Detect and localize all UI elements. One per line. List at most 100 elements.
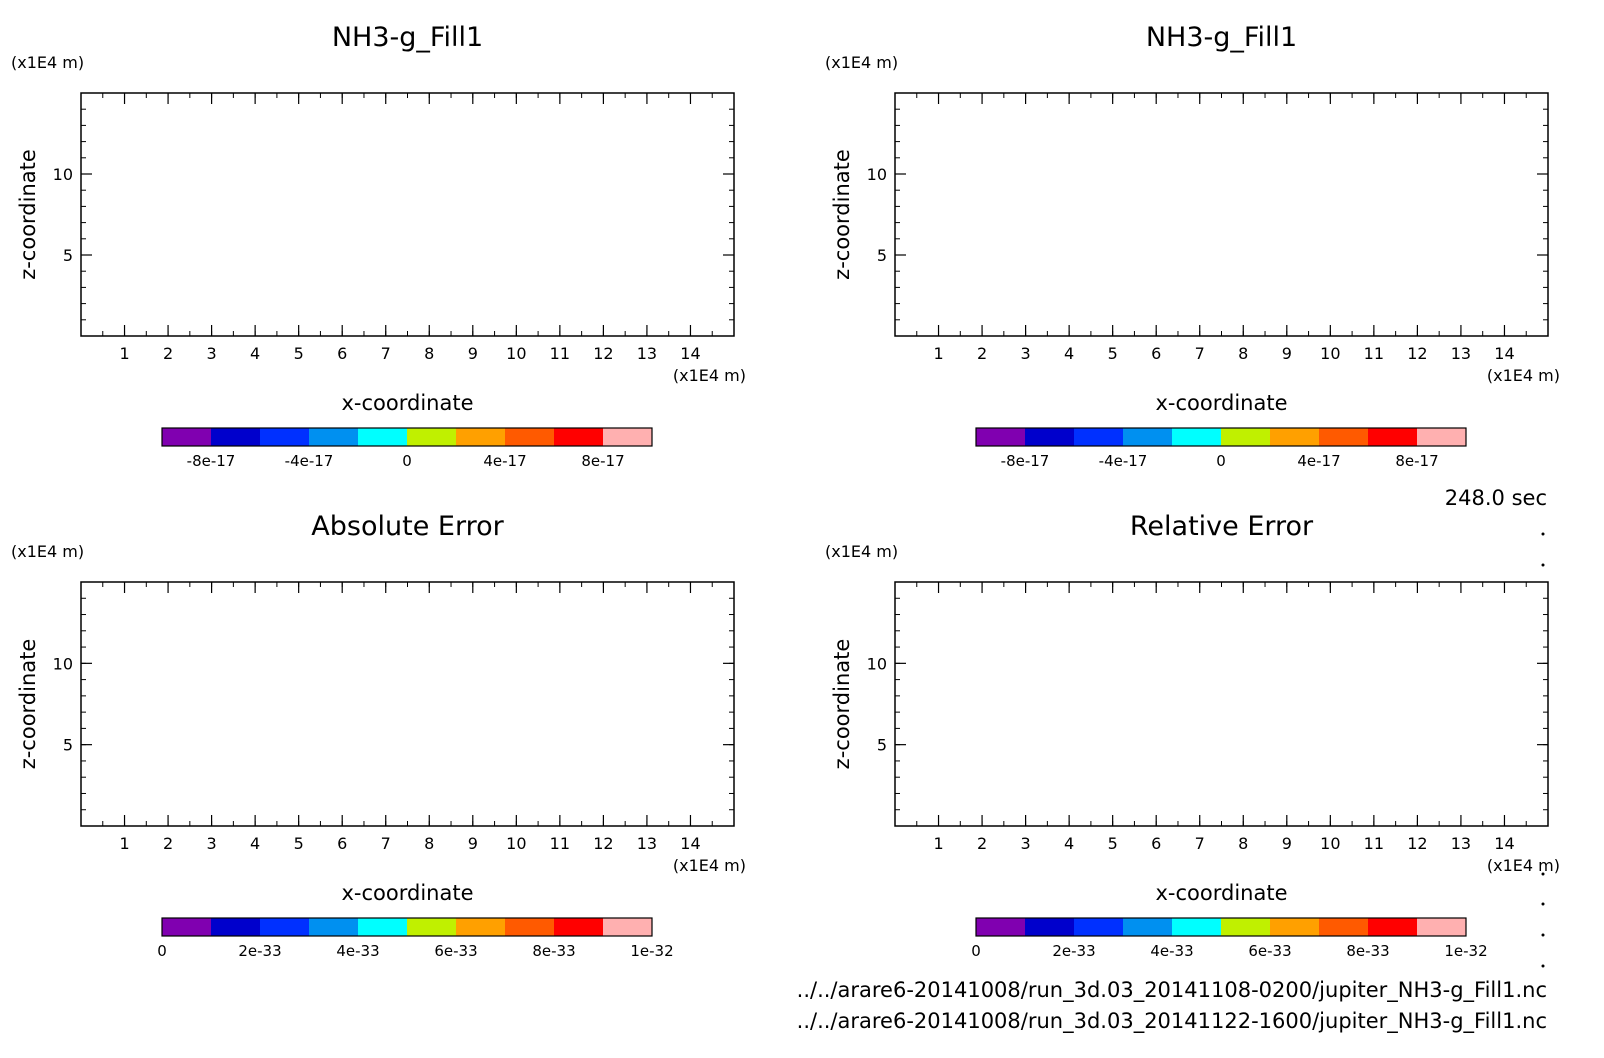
x-tick-label: 5: [1108, 344, 1118, 363]
x-tick-label: 7: [381, 344, 391, 363]
x-tick-label: 12: [1407, 344, 1427, 363]
colorbar-swatch: [358, 428, 407, 446]
x-tick-label: 3: [207, 344, 217, 363]
x-tick-label: 11: [1364, 344, 1384, 363]
margin-dot: [1541, 964, 1545, 968]
x-minor-ticks: [916, 582, 1527, 826]
y-axis-label: z-coordinate: [830, 149, 854, 280]
colorbar-tick-label: 8e-17: [581, 452, 624, 470]
x-unit-label: (x1E4 m): [673, 856, 746, 875]
colorbar-swatch: [1368, 918, 1417, 936]
y-tick-label: 10: [867, 654, 887, 673]
x-tick-label: 1: [119, 834, 129, 853]
x-tick-label: 5: [294, 344, 304, 363]
y-tick-label: 5: [63, 246, 73, 265]
panels: NH3-g_Fill1(x1E4 m)1 2 3 4 5 6 7 8 9 10 11 12 13 1451…: [11, 22, 1560, 960]
panel-title: NH3-g_Fill1: [332, 22, 483, 53]
x-tick-label: 8: [424, 834, 434, 853]
colorbar-swatch: [309, 428, 358, 446]
plot-frame: [894, 581, 1549, 827]
colorbar-swatch: [1074, 918, 1123, 936]
panel-title: Absolute Error: [311, 511, 504, 542]
colorbar-swatch: [603, 918, 652, 936]
x-tick-label: 1: [933, 834, 943, 853]
colorbar-tick-label: 0: [1216, 452, 1226, 470]
panel-2: NH3-g_Fill1(x1E4 m)1 2 3 4 5 6 7 8 9 10 11 12 13 1451…: [825, 22, 1560, 470]
x-tick-label: 4: [1064, 344, 1074, 363]
colorbar-frame: [161, 917, 653, 937]
x-tick-label: 9: [1282, 344, 1292, 363]
x-axis-label: x-coordinate: [341, 391, 473, 415]
colorbar-swatch: [211, 918, 260, 936]
x-tick-label: 14: [1494, 344, 1514, 363]
x-tick-label: 12: [593, 344, 613, 363]
y-tick-label: 10: [53, 165, 73, 184]
colorbar-swatch: [1123, 428, 1172, 446]
colorbar-swatch: [407, 918, 456, 936]
x-tick-label: 14: [680, 834, 700, 853]
colorbar-tick-label: 6e-33: [1248, 942, 1291, 960]
colorbar: 0 2e-33 4e-33 6e-33 8e-33 1e-32: [157, 917, 674, 960]
y-minor-ticks: [895, 108, 1548, 321]
x-tick-label: 2: [163, 344, 173, 363]
x-tick-label: 6: [337, 834, 347, 853]
margin-dots: [1541, 532, 1545, 968]
x-tick-label: 10: [506, 834, 526, 853]
colorbar-swatch: [1025, 428, 1074, 446]
colorbar-swatch: [456, 918, 505, 936]
colorbar-swatch: [603, 428, 652, 446]
y-unit-label: (x1E4 m): [825, 542, 898, 561]
colorbar-swatch: [1319, 428, 1368, 446]
x-unit-label: (x1E4 m): [1487, 856, 1560, 875]
x-tick-label: 10: [1320, 344, 1340, 363]
x-tick-label: 7: [1195, 344, 1205, 363]
y-tick-label: 10: [867, 165, 887, 184]
margin-dot: [1541, 872, 1545, 876]
margin-dot: [1541, 563, 1545, 567]
colorbar-tick-label: 6e-33: [434, 942, 477, 960]
colorbar-frame: [161, 427, 653, 447]
y-minor-ticks: [81, 597, 734, 811]
file-path-1: ../../arare6-20141008/run_3d.03_20141108…: [797, 978, 1547, 1003]
colorbar-swatch: [309, 918, 358, 936]
colorbar-swatch: [976, 428, 1025, 446]
x-tick-label: 6: [337, 344, 347, 363]
colorbar-tick-label: 2e-33: [238, 942, 281, 960]
colorbar-swatch: [505, 428, 554, 446]
colorbar-swatch: [505, 918, 554, 936]
margin-dot: [1541, 902, 1545, 906]
x-tick-label: 6: [1151, 834, 1161, 853]
y-unit-label: (x1E4 m): [825, 53, 898, 72]
colorbar-swatch: [1221, 918, 1270, 936]
colorbar-swatch: [162, 918, 211, 936]
colorbar-tick-label: 0: [402, 452, 412, 470]
x-tick-label: 4: [250, 344, 260, 363]
panel-title: NH3-g_Fill1: [1146, 22, 1297, 53]
colorbar-tick-label: 2e-33: [1052, 942, 1095, 960]
x-unit-label: (x1E4 m): [673, 366, 746, 385]
x-axis-label: x-coordinate: [1155, 391, 1287, 415]
x-minor-ticks: [916, 93, 1527, 336]
colorbar-tick-label: 0: [971, 942, 981, 960]
y-unit-label: (x1E4 m): [11, 542, 84, 561]
colorbar: -8e-17 -4e-17 0 4e-17 8e-17: [975, 427, 1467, 470]
colorbar-swatch: [1417, 918, 1466, 936]
y-axis-label: z-coordinate: [16, 639, 40, 770]
colorbar-tick-label: 4e-33: [1150, 942, 1193, 960]
x-tick-label: 5: [1108, 834, 1118, 853]
colorbar-tick-label: 4e-33: [336, 942, 379, 960]
panel-4: Relative Error(x1E4 m)1 2 3 4 5 6 7 8 9 10 11 12 13 1…: [825, 511, 1560, 960]
colorbar-swatch: [1074, 428, 1123, 446]
panel-title: Relative Error: [1130, 511, 1314, 542]
colorbar-tick-label: -4e-17: [285, 452, 334, 470]
x-tick-label: 4: [1064, 834, 1074, 853]
x-tick-label: 8: [1238, 834, 1248, 853]
x-axis-label: x-coordinate: [1155, 881, 1287, 905]
colorbar-tick-label: 4e-17: [1297, 452, 1340, 470]
x-minor-ticks: [102, 93, 713, 336]
panel-1: NH3-g_Fill1(x1E4 m)1 2 3 4 5 6 7 8 9 10 11 12 13 1451…: [11, 22, 746, 470]
colorbar-swatch: [1221, 428, 1270, 446]
colorbar-tick-label: 1e-32: [1444, 942, 1487, 960]
x-tick-label: 13: [1451, 834, 1471, 853]
colorbar-swatch: [1368, 428, 1417, 446]
